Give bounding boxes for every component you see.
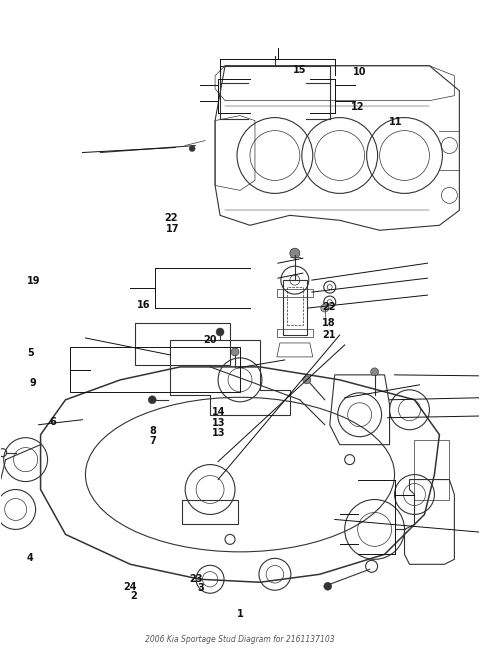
Bar: [277, 289, 313, 297]
Bar: [415, 440, 449, 499]
Text: 2: 2: [131, 591, 137, 601]
Text: 21: 21: [322, 329, 336, 340]
Circle shape: [231, 348, 239, 356]
Text: 5: 5: [27, 348, 34, 358]
Bar: [182, 499, 238, 524]
Text: 3: 3: [197, 583, 204, 593]
Text: 24: 24: [123, 582, 137, 592]
Text: 6: 6: [49, 417, 56, 426]
Circle shape: [290, 248, 300, 258]
Text: 23: 23: [189, 574, 203, 584]
Text: 2006 Kia Sportage Stud Diagram for 2161137103: 2006 Kia Sportage Stud Diagram for 21611…: [145, 634, 335, 644]
Text: 11: 11: [389, 117, 402, 127]
Bar: [135, 323, 230, 365]
Circle shape: [216, 328, 224, 336]
Text: 8: 8: [149, 426, 156, 436]
Text: 17: 17: [166, 224, 180, 234]
Text: 22: 22: [164, 213, 177, 223]
Text: 4: 4: [27, 553, 34, 564]
Bar: [287, 287, 303, 325]
Text: 18: 18: [322, 318, 336, 328]
Text: 7: 7: [149, 436, 156, 445]
Text: 13: 13: [212, 428, 225, 438]
Text: 15: 15: [293, 65, 307, 75]
Text: 1: 1: [237, 609, 243, 619]
Circle shape: [148, 396, 156, 404]
Circle shape: [303, 376, 311, 384]
Text: 9: 9: [30, 378, 36, 388]
Text: 16: 16: [137, 300, 150, 310]
Text: 10: 10: [353, 67, 366, 77]
Text: 13: 13: [212, 418, 225, 428]
Circle shape: [371, 368, 379, 376]
Bar: [277, 329, 313, 337]
Text: 20: 20: [204, 335, 217, 345]
Bar: [283, 280, 307, 335]
Text: 14: 14: [212, 407, 225, 417]
Circle shape: [321, 304, 329, 312]
Text: 12: 12: [350, 102, 364, 112]
Circle shape: [189, 146, 195, 152]
Text: 22: 22: [322, 302, 336, 312]
Bar: [71, 347, 240, 392]
Circle shape: [324, 583, 332, 590]
Text: 19: 19: [26, 276, 40, 286]
